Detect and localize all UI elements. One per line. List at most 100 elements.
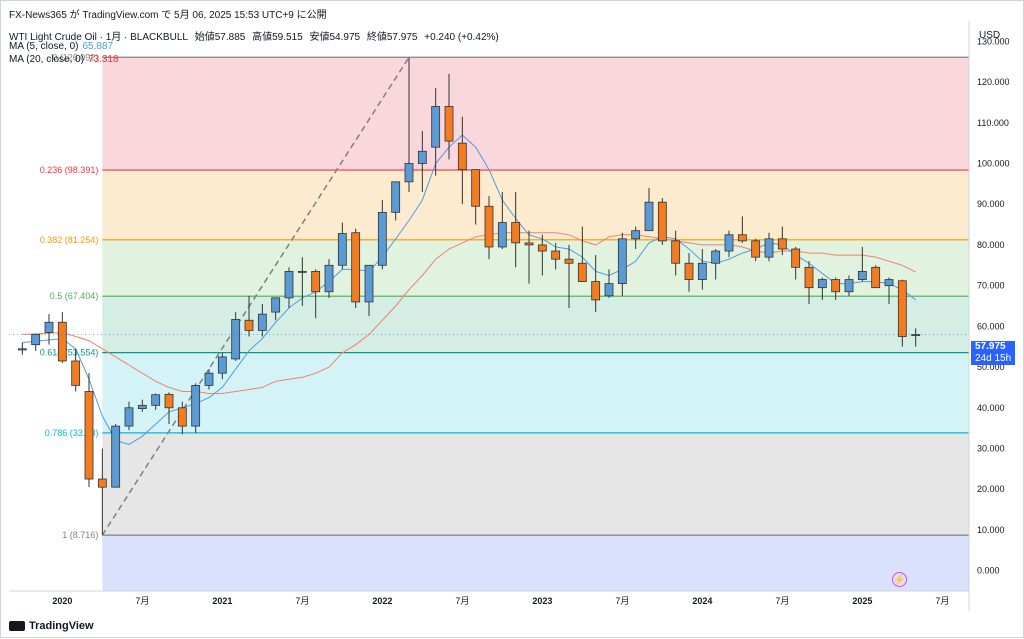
candle-body bbox=[591, 281, 601, 301]
fib-zone bbox=[102, 57, 970, 171]
y-tick-label: 40.000 bbox=[977, 403, 1005, 413]
candle-body bbox=[137, 404, 147, 410]
candle bbox=[857, 246, 867, 282]
ma5-value: 65.887 bbox=[82, 41, 114, 52]
candle-body bbox=[257, 313, 267, 331]
candle-body bbox=[217, 356, 227, 374]
candle bbox=[364, 264, 374, 317]
candle-body bbox=[484, 205, 494, 248]
fib-trend-line bbox=[101, 56, 410, 536]
candle-body bbox=[417, 150, 427, 164]
candle-body bbox=[697, 262, 707, 280]
candle-body bbox=[17, 348, 27, 351]
ma20-label: MA (20, close, 0) bbox=[9, 54, 85, 65]
candle-body bbox=[737, 234, 747, 242]
x-tick-label: 7月 bbox=[935, 596, 949, 606]
candle-body bbox=[751, 240, 761, 258]
y-tick-label: 30.000 bbox=[977, 444, 1005, 454]
candle bbox=[231, 312, 241, 361]
y-tick-label: 80.000 bbox=[977, 240, 1005, 250]
candle bbox=[71, 348, 81, 392]
fib-level-label: 0.236 (98.391) bbox=[40, 165, 99, 175]
candle bbox=[551, 242, 561, 270]
alert-icon[interactable]: ⚡ bbox=[892, 572, 907, 587]
candle-body bbox=[57, 321, 67, 362]
candle-body bbox=[777, 238, 787, 250]
ma5-legend[interactable]: MA (5, close, 0) 65.887 bbox=[9, 41, 117, 52]
candle bbox=[164, 392, 174, 425]
candle-body bbox=[204, 372, 214, 386]
candle bbox=[284, 267, 294, 309]
fibonacci-retracement: 0 (126.092) 0.236 (98.391) 0.382 (81.254) 0… bbox=[40, 52, 970, 591]
candle-body bbox=[471, 169, 481, 207]
candle bbox=[177, 401, 187, 435]
fib-zone bbox=[102, 535, 970, 591]
candle-body bbox=[244, 319, 254, 331]
candle bbox=[884, 277, 894, 304]
brand-name: TradingView bbox=[29, 620, 94, 632]
candle bbox=[484, 196, 494, 260]
y-tick-label: 10.000 bbox=[977, 525, 1005, 535]
candle-body bbox=[537, 244, 547, 252]
x-tick-label: 7月 bbox=[135, 596, 149, 606]
axes: 0.000 10.000 20.000 30.000 40.000 50.000 60.00… bbox=[9, 21, 1010, 611]
tradingview-brand[interactable]: TradingView bbox=[9, 620, 94, 632]
candle bbox=[31, 334, 41, 351]
fib-zone bbox=[102, 352, 970, 433]
y-tick-label: 20.000 bbox=[977, 484, 1005, 494]
candle-body bbox=[564, 258, 574, 264]
x-tick-label: 2023 bbox=[532, 596, 552, 606]
candle-body bbox=[511, 222, 521, 244]
candle bbox=[564, 244, 574, 309]
candle-body bbox=[404, 163, 414, 183]
candle bbox=[204, 369, 214, 390]
candle-body bbox=[617, 238, 627, 285]
tradingview-logo-icon bbox=[9, 621, 25, 631]
candle bbox=[897, 279, 907, 347]
candle bbox=[871, 265, 881, 289]
x-tick-label: 2022 bbox=[372, 596, 392, 606]
candle-body bbox=[111, 425, 121, 488]
last-price-value: 57.975 bbox=[975, 341, 1006, 352]
candle bbox=[711, 249, 721, 280]
currency-label[interactable]: USD bbox=[979, 30, 1001, 41]
candle bbox=[324, 259, 334, 298]
candle bbox=[671, 230, 681, 276]
bar-countdown: 24d 15h bbox=[975, 353, 1012, 364]
y-tick-label: 60.000 bbox=[977, 321, 1005, 331]
candle bbox=[631, 226, 641, 249]
candle bbox=[604, 269, 614, 298]
candle-body bbox=[551, 250, 561, 260]
x-tick-label: 7月 bbox=[615, 596, 629, 606]
ma5-label: MA (5, close, 0) bbox=[9, 41, 79, 52]
candle-body bbox=[324, 264, 334, 293]
candle bbox=[431, 88, 441, 176]
close-label: 終値 bbox=[366, 32, 387, 43]
candle bbox=[444, 73, 454, 160]
fib-level-label: 0.786 (33.83) bbox=[45, 428, 99, 438]
candle bbox=[577, 226, 587, 282]
fib-level-label: 0.618 (53.554) bbox=[40, 348, 99, 358]
change-value: +0.240 (+0.42%) bbox=[424, 32, 499, 43]
ma20-legend[interactable]: MA (20, close, 0) 73.318 bbox=[9, 54, 123, 65]
candle-body bbox=[191, 384, 201, 427]
high-value: 59.515 bbox=[272, 32, 303, 43]
x-tick-label: 2024 bbox=[692, 596, 712, 606]
candle bbox=[124, 401, 134, 431]
candle-body bbox=[44, 321, 54, 333]
symbol-name[interactable]: WTI Light Crude Oil · 1月 · BLACKBULL bbox=[9, 32, 188, 43]
candle bbox=[377, 200, 387, 270]
candle-body bbox=[884, 279, 894, 287]
x-tick-label: 2021 bbox=[212, 596, 232, 606]
candle bbox=[657, 198, 667, 245]
trendline bbox=[101, 56, 410, 536]
y-tick-label: 110.000 bbox=[977, 118, 1009, 128]
candle-body bbox=[457, 142, 467, 171]
low-label: 安値 bbox=[309, 32, 330, 43]
candle-body bbox=[297, 270, 307, 273]
candle bbox=[404, 57, 414, 192]
x-tick-label: 7月 bbox=[295, 596, 309, 606]
candle-body bbox=[577, 262, 587, 282]
